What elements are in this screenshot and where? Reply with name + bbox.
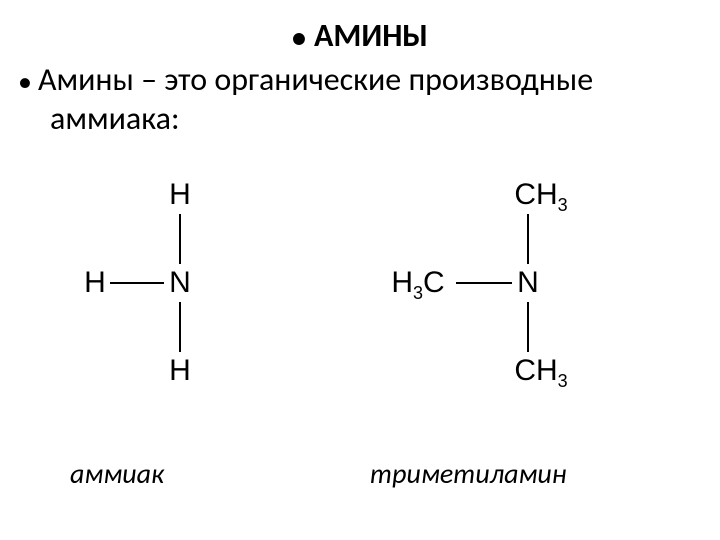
atom-n: N (516, 268, 540, 298)
bond-1 (527, 302, 529, 352)
atom-ch3_top: CH3 (506, 180, 576, 210)
atom-ch3_bot: CH3 (506, 356, 576, 386)
atom-h_bot: H (168, 356, 192, 386)
bond-2 (110, 282, 164, 284)
subtitle-text-line2: аммиака: (50, 99, 680, 138)
bond-0 (527, 214, 529, 264)
bullet-icon: • (18, 68, 32, 96)
bullet-icon: • (292, 24, 306, 52)
atom-h_left: H (83, 268, 107, 298)
structures-area: H N H H CH3 N H3C CH3 (0, 180, 720, 440)
atom-n: N (168, 268, 192, 298)
label-ammonia: аммиак (70, 456, 164, 491)
bond-0 (179, 214, 181, 264)
title-row: • АМИНЫ (40, 16, 680, 55)
title-text: АМИНЫ (314, 16, 428, 55)
subtitle-text-line1: Амины – это органические производные (38, 60, 593, 99)
bond-1 (179, 302, 181, 352)
label-trimethylamine: триметиламин (370, 456, 567, 491)
atom-h3c_left: H3C (383, 268, 453, 298)
subtitle-row: •Амины – это органические производные (40, 61, 680, 99)
atom-h_top: H (168, 180, 192, 210)
bond-2 (456, 282, 512, 284)
slide: •АМИНЫ •Амины – это органические произво… (0, 0, 720, 540)
